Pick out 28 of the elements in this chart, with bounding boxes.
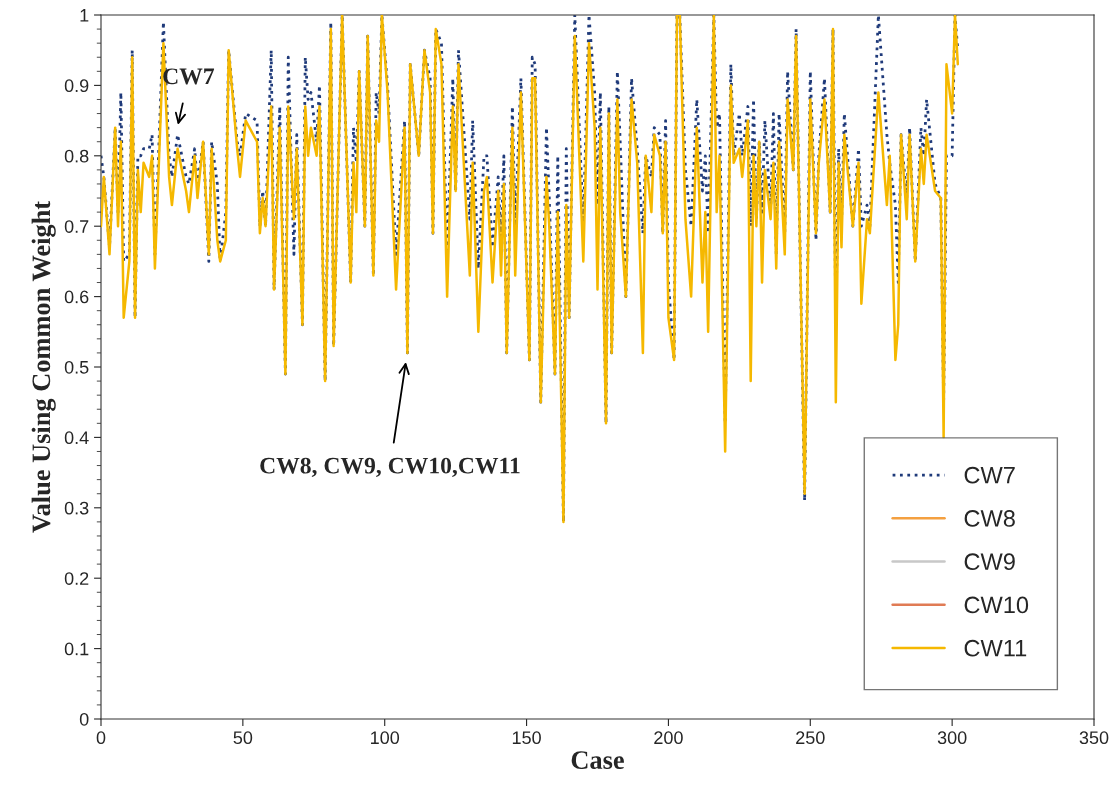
line-series	[101, 15, 960, 524]
y-tick-label: 0.4	[64, 431, 89, 445]
x-tick-label: 350	[1079, 731, 1109, 745]
y-tick-label: 0.7	[64, 220, 89, 233]
y-axis-title: Value Using Common Weight	[31, 201, 56, 533]
annotation: CW8, CW9, CW10,CW11	[260, 457, 520, 478]
x-tick-label: 50	[233, 731, 253, 745]
y-tick-label: 0.9	[64, 79, 89, 93]
y-tick-label: 1	[80, 9, 89, 22]
y-tick-label: 0.1	[64, 642, 89, 656]
x-tick-label: 0	[96, 731, 106, 745]
x-tick-label: 250	[796, 731, 825, 745]
y-tick-label: 0.6	[64, 290, 89, 304]
x-tick-label: 200	[654, 731, 683, 745]
legend-label: CW7	[964, 466, 1015, 484]
x-tick-label: 300	[937, 731, 967, 745]
y-tick-label: 0.2	[64, 572, 89, 585]
x-tick-label: 100	[371, 731, 400, 745]
x-tick-label: 150	[512, 731, 541, 745]
y-tick-label: 0.3	[64, 501, 89, 515]
legend-label: CW9	[964, 553, 1015, 571]
legend-label: CW11	[964, 639, 1027, 657]
legend-label: CW8	[964, 510, 1015, 527]
legend-label: CW10	[964, 596, 1029, 614]
y-tick-label: 0.8	[64, 149, 89, 163]
y-tick-label: 0.5	[64, 360, 89, 374]
x-axis-title: Case	[571, 751, 624, 769]
y-tick-label: 0	[79, 712, 89, 726]
